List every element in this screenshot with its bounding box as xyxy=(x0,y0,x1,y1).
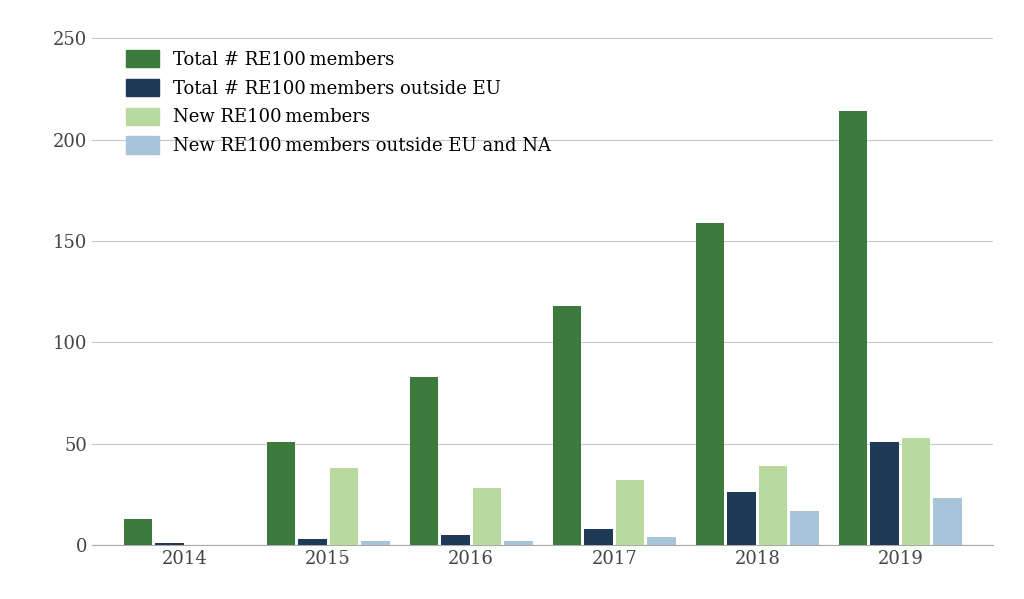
Bar xyxy=(727,492,756,545)
Bar xyxy=(473,488,501,545)
Bar xyxy=(695,223,724,545)
Bar xyxy=(553,306,582,545)
Bar xyxy=(330,468,358,545)
Bar xyxy=(266,441,295,545)
Bar xyxy=(361,541,390,545)
Bar xyxy=(902,438,931,545)
Bar xyxy=(759,466,787,545)
Bar xyxy=(124,519,153,545)
Bar xyxy=(647,537,676,545)
Bar xyxy=(585,529,612,545)
Bar xyxy=(441,535,470,545)
Bar xyxy=(615,480,644,545)
Bar xyxy=(155,543,183,545)
Legend: Total # RE100 members, Total # RE100 members outside EU, New RE100 members, New : Total # RE100 members, Total # RE100 mem… xyxy=(119,43,559,162)
Bar xyxy=(839,111,867,545)
Bar xyxy=(791,510,819,545)
Bar xyxy=(298,539,327,545)
Bar xyxy=(410,377,438,545)
Bar xyxy=(933,498,962,545)
Bar xyxy=(504,541,532,545)
Bar xyxy=(870,441,899,545)
